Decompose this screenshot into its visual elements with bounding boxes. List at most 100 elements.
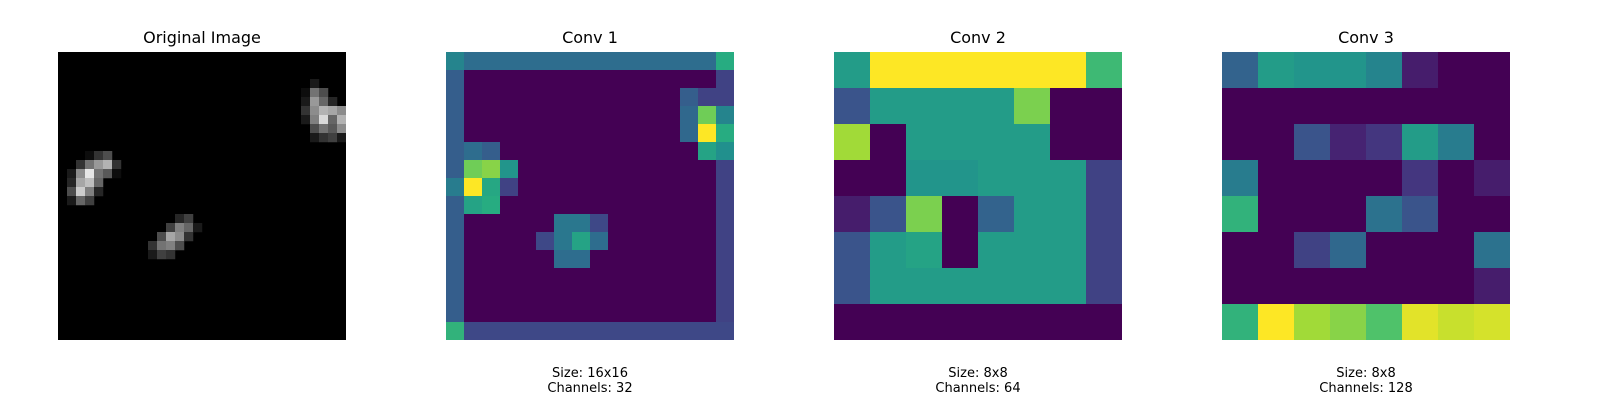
- heatmap-cell: [148, 241, 158, 251]
- heatmap-cell: [94, 169, 104, 179]
- heatmap-cell: [978, 124, 1015, 161]
- heatmap-cell: [85, 160, 95, 170]
- heatmap-cell: [1438, 160, 1475, 197]
- heatmap-cell: [464, 196, 483, 215]
- heatmap-cell: [698, 214, 717, 233]
- heatmap-cell: [834, 232, 871, 269]
- heatmap-cell: [870, 88, 907, 125]
- heatmap-cell: [554, 178, 573, 197]
- heatmap-cell: [67, 169, 77, 179]
- heatmap-cell: [166, 250, 176, 260]
- heatmap-cell: [978, 52, 1015, 89]
- heatmap-cell: [554, 142, 573, 161]
- heatmap-cell: [1294, 304, 1331, 340]
- heatmap-cell: [1294, 232, 1331, 269]
- heatmap-cell: [608, 106, 627, 125]
- heatmap-cell: [590, 178, 609, 197]
- heatmap-cell: [680, 124, 699, 143]
- heatmap-cell: [337, 133, 346, 143]
- heatmap-cell: [1474, 88, 1510, 125]
- heatmap-cell: [1474, 232, 1510, 269]
- layer-caption: Size: 8x8 Channels: 64: [834, 366, 1122, 396]
- heatmap-cell: [518, 304, 537, 323]
- heatmap-cell: [662, 286, 681, 305]
- heatmap-cell: [906, 304, 943, 340]
- heatmap-cell: [1366, 52, 1403, 89]
- heatmap-cell: [942, 124, 979, 161]
- heatmap-cell: [716, 106, 734, 125]
- heatmap-cell: [680, 178, 699, 197]
- heatmap-cell: [1050, 268, 1087, 305]
- heatmap-cell: [554, 196, 573, 215]
- heatmap-cell: [518, 160, 537, 179]
- heatmap-cell: [590, 214, 609, 233]
- heatmap-cell: [1330, 196, 1367, 233]
- heatmap-cell: [716, 286, 734, 305]
- heatmap-cell: [446, 286, 465, 305]
- heatmap-cell: [1330, 268, 1367, 305]
- heatmap-cell: [644, 106, 663, 125]
- heatmap-cell: [716, 124, 734, 143]
- layer-caption: Size: 8x8 Channels: 128: [1222, 366, 1510, 396]
- heatmap-cell: [698, 178, 717, 197]
- layer-size-label: Size: 16x16: [552, 366, 628, 381]
- heatmap-cell: [1050, 304, 1087, 340]
- heatmap-cell: [464, 88, 483, 107]
- heatmap-cell: [978, 196, 1015, 233]
- layer-caption: Size: 16x16 Channels: 32: [446, 366, 734, 396]
- heatmap-cell: [716, 232, 734, 251]
- heatmap-cell: [626, 214, 645, 233]
- heatmap-cell: [500, 268, 519, 287]
- heatmap-cell: [464, 286, 483, 305]
- heatmap-cell: [184, 232, 194, 242]
- heatmap-cell: [1294, 160, 1331, 197]
- heatmap-cell: [1438, 196, 1475, 233]
- heatmap-cell: [1222, 232, 1259, 269]
- heatmap-cell: [482, 286, 501, 305]
- heatmap-cell: [175, 214, 185, 224]
- heatmap-cell: [942, 268, 979, 305]
- heatmap-cell: [834, 160, 871, 197]
- heatmap-cell: [590, 124, 609, 143]
- heatmap-cell: [644, 286, 663, 305]
- heatmap-cell: [518, 88, 537, 107]
- heatmap-cell: [590, 88, 609, 107]
- original-image-heatmap: [58, 52, 346, 340]
- heatmap-cell: [716, 88, 734, 107]
- heatmap-cell: [518, 70, 537, 89]
- heatmap-cell: [500, 160, 519, 179]
- heatmap-cell: [608, 142, 627, 161]
- heatmap-cell: [662, 322, 681, 340]
- heatmap-cell: [482, 268, 501, 287]
- heatmap-cell: [644, 214, 663, 233]
- heatmap-cell: [590, 196, 609, 215]
- heatmap-cell: [626, 178, 645, 197]
- heatmap-cell: [1366, 160, 1403, 197]
- heatmap-cell: [1258, 88, 1295, 125]
- heatmap-cell: [446, 232, 465, 251]
- heatmap-cell: [680, 196, 699, 215]
- heatmap-cell: [572, 142, 591, 161]
- heatmap-cell: [590, 106, 609, 125]
- heatmap-cell: [590, 304, 609, 323]
- heatmap-cell: [1050, 160, 1087, 197]
- heatmap-cell: [85, 196, 95, 206]
- heatmap-cell: [644, 142, 663, 161]
- heatmap-cell: [103, 160, 113, 170]
- heatmap-cell: [94, 151, 104, 161]
- heatmap-cell: [319, 88, 329, 98]
- heatmap-cell: [870, 52, 907, 89]
- heatmap-cell: [554, 286, 573, 305]
- heatmap-cell: [572, 160, 591, 179]
- heatmap-cell: [662, 232, 681, 251]
- heatmap-cell: [464, 304, 483, 323]
- heatmap-cell: [644, 322, 663, 340]
- heatmap-cell: [626, 322, 645, 340]
- heatmap-cell: [680, 214, 699, 233]
- heatmap-cell: [1050, 124, 1087, 161]
- heatmap-cell: [698, 196, 717, 215]
- heatmap-cell: [626, 232, 645, 251]
- heatmap-cell: [698, 286, 717, 305]
- heatmap-cell: [834, 52, 871, 89]
- heatmap-cell: [446, 52, 465, 71]
